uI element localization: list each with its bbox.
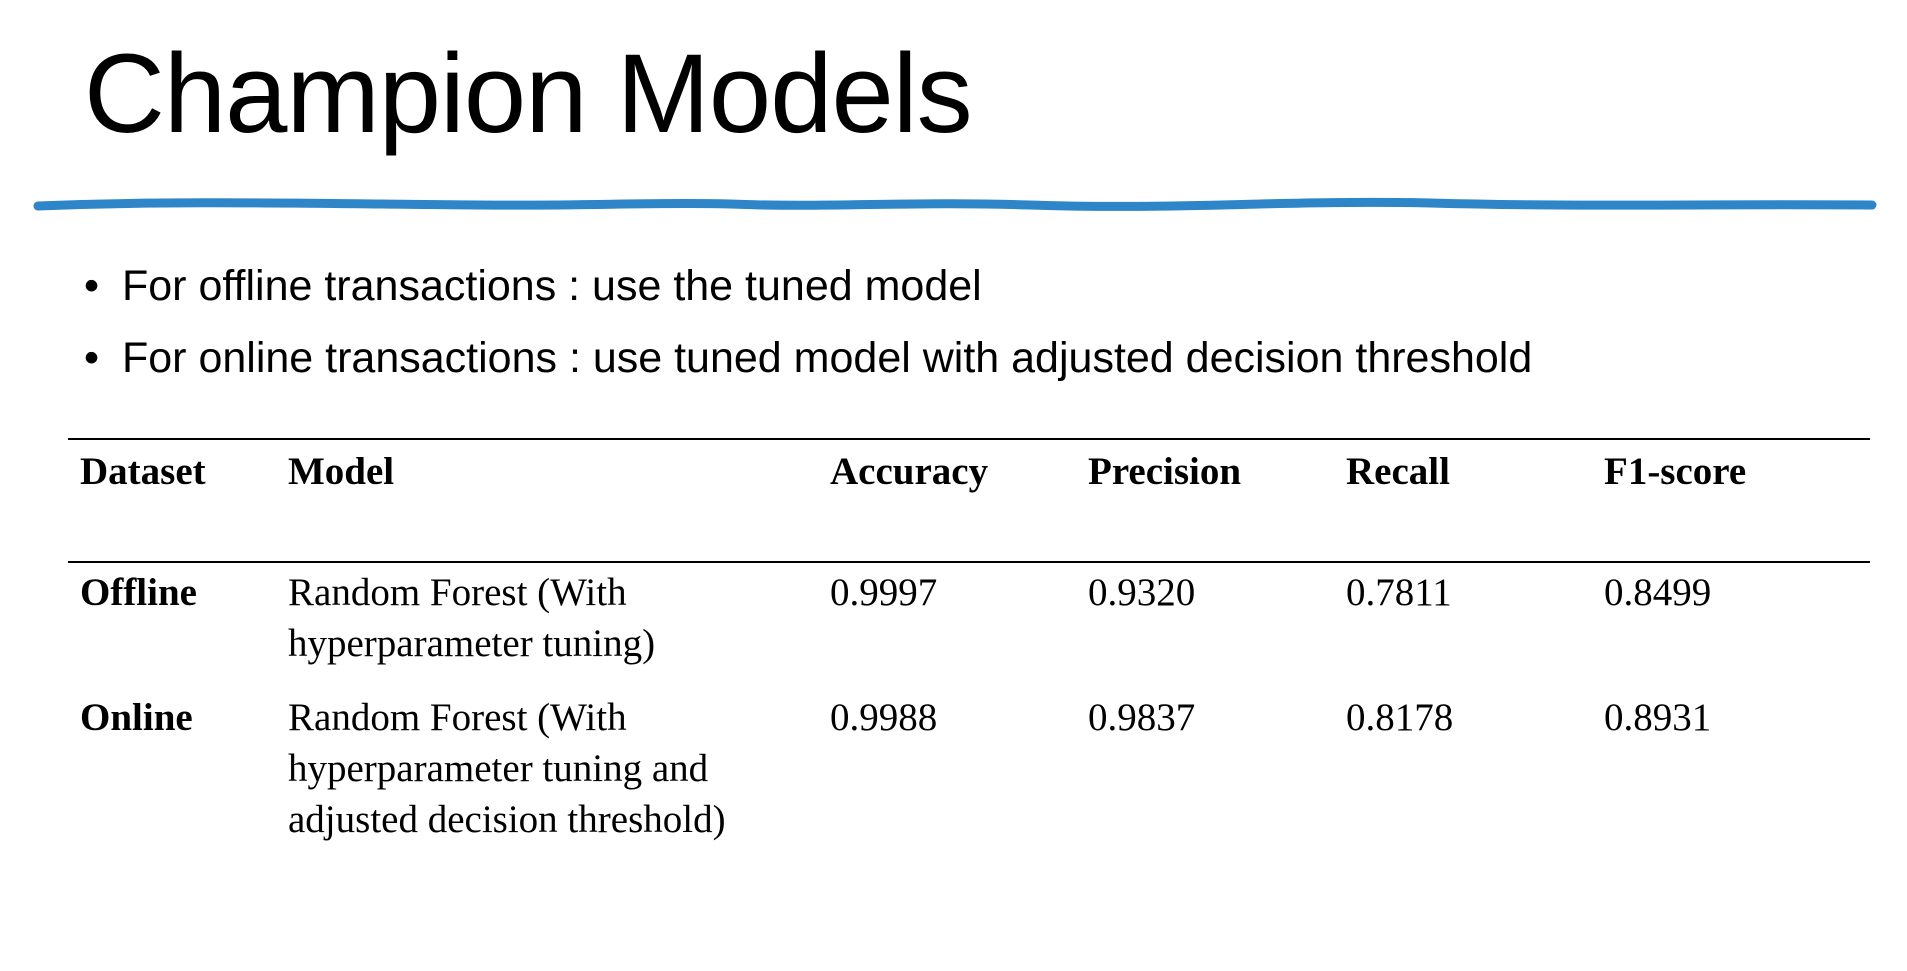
cell-precision: 0.9837 bbox=[1088, 696, 1196, 739]
slide-title: Champion Models bbox=[84, 31, 973, 156]
cell-recall: 0.8178 bbox=[1346, 696, 1454, 739]
bullet-text: For online transactions : use tuned mode… bbox=[122, 334, 1533, 382]
header-dataset: Dataset bbox=[80, 450, 206, 493]
bullet-dot: • bbox=[84, 334, 100, 382]
cell-f1-score: 0.8931 bbox=[1604, 696, 1712, 739]
cell-dataset: Online bbox=[80, 696, 193, 739]
cell-recall: 0.7811 bbox=[1346, 571, 1452, 614]
bullet-list: • For offline transactions : use the tun… bbox=[84, 262, 1532, 406]
header-precision: Precision bbox=[1088, 450, 1242, 493]
title-underline-stroke bbox=[33, 197, 1877, 211]
cell-model: Random Forest (With hyperparameter tunin… bbox=[288, 571, 656, 665]
header-model: Model bbox=[288, 450, 395, 493]
bullet-item-online: • For online transactions : use tuned mo… bbox=[84, 334, 1532, 382]
cell-accuracy: 0.9988 bbox=[830, 696, 938, 739]
cell-model: Random Forest (With hyperparameter tunin… bbox=[288, 696, 726, 841]
cell-f1-score: 0.8499 bbox=[1604, 571, 1712, 614]
header-recall: Recall bbox=[1346, 450, 1450, 493]
cell-precision: 0.9320 bbox=[1088, 571, 1196, 614]
bullet-item-offline: • For offline transactions : use the tun… bbox=[84, 262, 1532, 310]
header-accuracy: Accuracy bbox=[830, 450, 989, 493]
bullet-text: For offline transactions : use the tuned… bbox=[122, 262, 982, 310]
table-header-row: Dataset Model Accuracy Precision Recall … bbox=[68, 439, 1870, 562]
table-row: Online Random Forest (With hyperparamete… bbox=[68, 688, 1870, 864]
cell-accuracy: 0.9997 bbox=[830, 571, 938, 614]
table-row: Offline Random Forest (With hyperparamet… bbox=[68, 562, 1870, 688]
header-f1-score: F1-score bbox=[1604, 450, 1747, 493]
champion-models-table: Dataset Model Accuracy Precision Recall … bbox=[68, 438, 1870, 864]
bullet-dot: • bbox=[84, 262, 100, 310]
title-underline bbox=[33, 197, 1877, 211]
cell-dataset: Offline bbox=[80, 571, 197, 614]
